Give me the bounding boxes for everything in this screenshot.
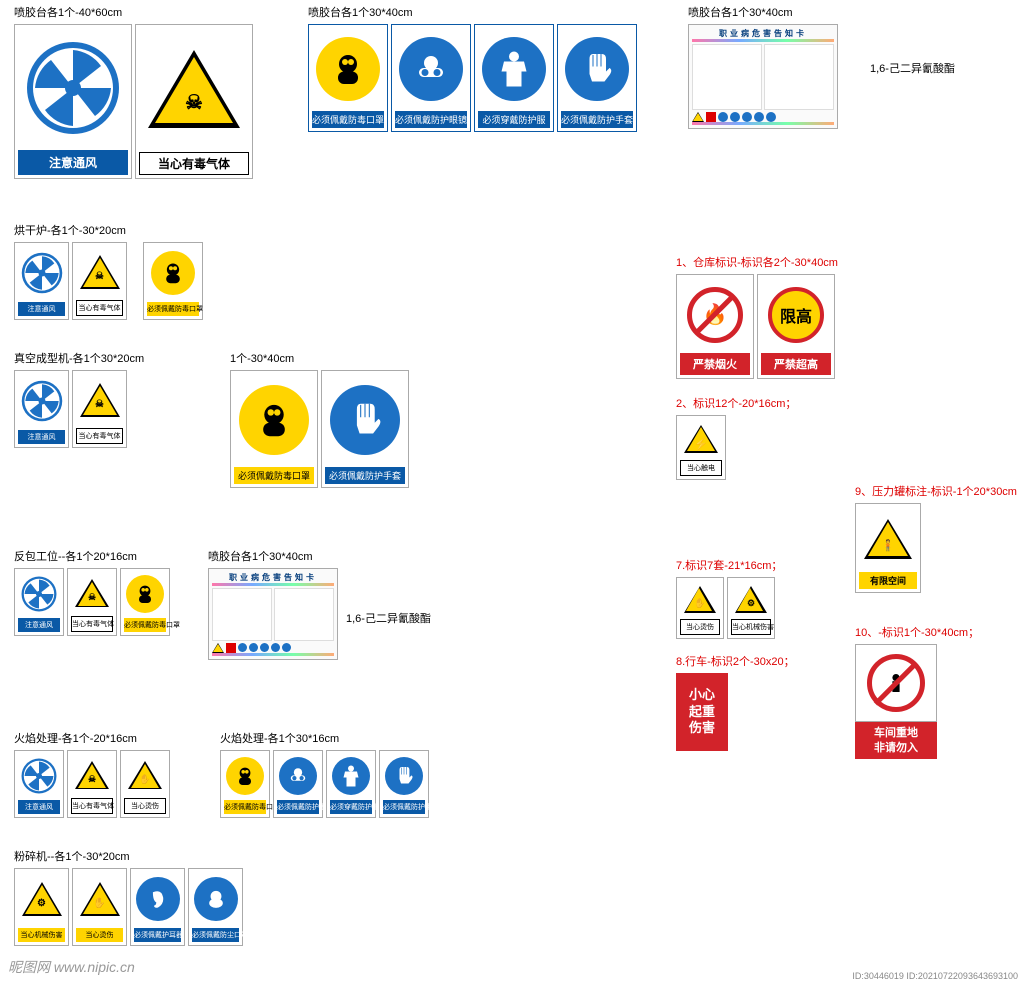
hazard-card: 职业病危害告知卡 [688, 24, 838, 129]
group-7set: 7.标识7套-21*16cm； ✋ 当心烫伤 ⚙ 当心机械伤害 [676, 557, 782, 639]
sign-nofire: 🔥 严禁烟火 [676, 274, 754, 379]
label: 必须穿戴防护服 [478, 111, 550, 128]
sign-mask: 必须佩戴防毒口罩 [220, 750, 270, 818]
sign-ventilation: 注意通风 [14, 568, 64, 636]
sign-burn: ✋ 当心烫伤 [676, 577, 724, 639]
group-crane: 8.行车-标识2个-30x20； 小心 起重 伤害 [676, 653, 795, 751]
sign-mask: 必须佩戴防毒口罩 [143, 242, 203, 320]
sign-ventilation: 注意通风 [14, 24, 132, 179]
title: 8.行车-标识2个-30x20； [676, 653, 795, 669]
sign-dustmask: 必须佩戴防尘口罩 [188, 868, 243, 946]
group-crusher: 粉碎机--各1个-30*20cm ⚙ 当心机械伤害 ✋ 当心烫伤 必须佩戴护耳器… [14, 848, 243, 946]
sign-toxic: ☠ 当心有毒气体 [135, 24, 253, 179]
sign-noheight: 限高 严禁超高 [757, 274, 835, 379]
group-electric: 2、标识12个-20*16cm； ⚡ 当心触电 [676, 395, 796, 480]
sign-toxic: ☠ 当心有毒气体 [67, 568, 117, 636]
label: 必须佩戴防毒口罩 [312, 111, 384, 128]
sign-ear: 必须佩戴护耳器 [130, 868, 185, 946]
sign-crane: 小心 起重 伤害 [676, 673, 728, 751]
group-hazard-card-2: 喷胶台各1个30*40cm 职业病危害告知卡 [208, 548, 338, 660]
title: 火焰处理-各1个30*16cm [220, 730, 429, 746]
group-rework: 反包工位--各1个20*16cm 注意通风 ☠ 当心有毒气体 必须佩戴防毒口罩 [14, 548, 170, 636]
group-restricted: 10、-标识1个-30*40cm； 车间重地 非请勿入 [855, 624, 979, 759]
sign-toxic: ☠ 当心有毒气体 [72, 242, 127, 320]
title: 真空成型机-各1个30*20cm [14, 350, 144, 366]
group-single-medium: 1个-30*40cm 必须佩戴防毒口罩 必须佩戴防护手套 [230, 350, 409, 488]
sign-gloves: 必须佩戴防护手套 [321, 370, 409, 488]
title: 喷胶台各1个-40*60cm [14, 4, 253, 20]
title: 10、-标识1个-30*40cm； [855, 624, 979, 640]
label: 必须佩戴防护眼镜 [395, 111, 467, 128]
title: 7.标识7套-21*16cm； [676, 557, 782, 573]
sign-ventilation: 注意通风 [14, 370, 69, 448]
label: 必须佩戴防护手套 [561, 111, 633, 128]
sign-goggles: 必须佩戴防护眼镜 [273, 750, 323, 818]
footer-id: ID:30446019 ID:20210722093643693100 [852, 971, 1018, 981]
title: 1个-30*40cm [230, 350, 409, 366]
sign-electric: ⚡ 当心触电 [676, 415, 726, 480]
group-pressure: 9、压力罐标注-标识-1个20*30cm 🧍 有限空间 [855, 483, 1017, 593]
title: 喷胶台各1个30*40cm [308, 4, 637, 20]
title: 喷胶台各1个30*40cm [688, 4, 838, 20]
group-hazard-card-1: 喷胶台各1个30*40cm 职业病危害告知卡 [688, 4, 838, 129]
title: 烘干炉-各1个-30*20cm [14, 222, 203, 238]
sign-burn: ✋ 当心烫伤 [72, 868, 127, 946]
sign-mask: 必须佩戴防毒口罩 [308, 24, 388, 132]
group-spray-large: 喷胶台各1个-40*60cm 注意通风 ☠ 当心有毒气体 [14, 4, 253, 179]
hazard-card: 职业病危害告知卡 [208, 568, 338, 660]
title: 粉碎机--各1个-30*20cm [14, 848, 243, 864]
sign-suit: 必须穿戴防护服 [326, 750, 376, 818]
chemical-name-1: 1,6-己二异氰酸酯 [870, 60, 955, 76]
sign-mech: ⚙ 当心机械伤害 [727, 577, 775, 639]
sign-confined: 🧍 有限空间 [855, 503, 921, 593]
group-flame-ppe: 火焰处理-各1个30*16cm 必须佩戴防毒口罩 必须佩戴防护眼镜 必须穿戴防护… [220, 730, 429, 818]
title: 喷胶台各1个30*40cm [208, 548, 338, 564]
label: 注意通风 [18, 150, 128, 175]
sign-mech: ⚙ 当心机械伤害 [14, 868, 69, 946]
sign-toxic: ☠ 当心有毒气体 [72, 370, 127, 448]
sign-mask: 必须佩戴防毒口罩 [120, 568, 170, 636]
watermark: 昵图网 www.nipic.cn [8, 957, 135, 977]
group-vacuum: 真空成型机-各1个30*20cm 注意通风 ☠ 当心有毒气体 [14, 350, 144, 448]
title: 2、标识12个-20*16cm； [676, 395, 796, 411]
sign-goggles: 必须佩戴防护眼镜 [391, 24, 471, 132]
sign-mask: 必须佩戴防毒口罩 [230, 370, 318, 488]
sign-gloves: 必须佩戴防护手套 [379, 750, 429, 818]
sign-suit: 必须穿戴防护服 [474, 24, 554, 132]
label: 当心有毒气体 [139, 152, 249, 175]
chemical-name-2: 1,6-己二异氰酸酯 [346, 610, 431, 626]
title: 9、压力罐标注-标识-1个20*30cm [855, 483, 1017, 499]
group-flame-small: 火焰处理-各1个-20*16cm 注意通风 ☠ 当心有毒气体 ✋ 当心烫伤 [14, 730, 170, 818]
sign-gloves: 必须佩戴防护手套 [557, 24, 637, 132]
group-warehouse: 1、仓库标识-标识各2个-30*40cm 🔥 严禁烟火 限高 严禁超高 [676, 254, 838, 379]
sign-restricted: 车间重地 非请勿入 [855, 644, 937, 759]
title: 反包工位--各1个20*16cm [14, 548, 170, 564]
title: 1、仓库标识-标识各2个-30*40cm [676, 254, 838, 270]
sign-ventilation: 注意通风 [14, 750, 64, 818]
card-title: 职业病危害告知卡 [692, 28, 834, 39]
sign-toxic: ☠ 当心有毒气体 [67, 750, 117, 818]
sign-ventilation: 注意通风 [14, 242, 69, 320]
group-spray-ppe: 喷胶台各1个30*40cm 必须佩戴防毒口罩 必须佩戴防护眼镜 必须穿戴防护服 … [308, 4, 637, 132]
sign-burn: ✋ 当心烫伤 [120, 750, 170, 818]
title: 火焰处理-各1个-20*16cm [14, 730, 170, 746]
group-oven: 烘干炉-各1个-30*20cm 注意通风 ☠ 当心有毒气体 必须佩戴防毒口罩 [14, 222, 203, 320]
